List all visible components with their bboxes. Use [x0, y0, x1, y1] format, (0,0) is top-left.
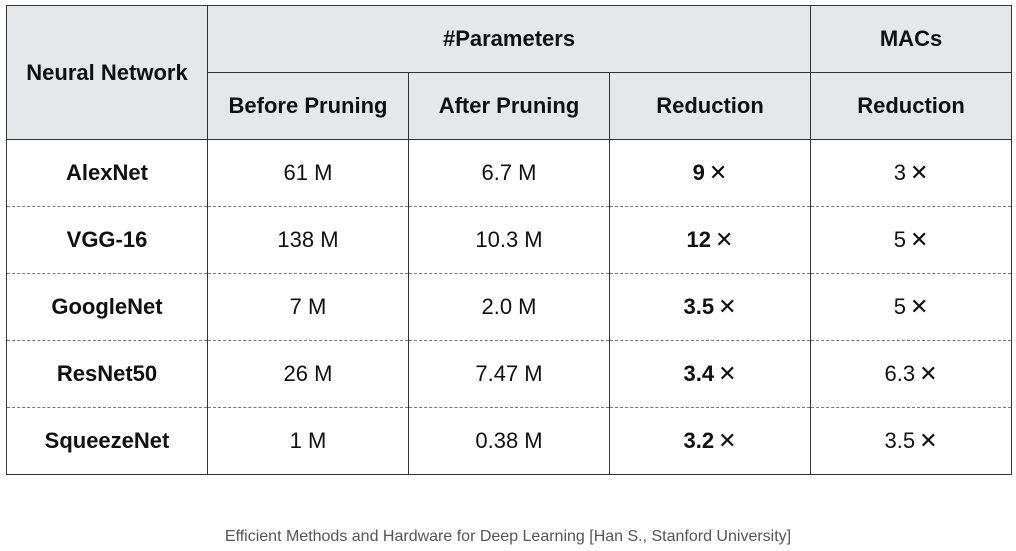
times-icon: ✕: [919, 428, 938, 453]
times-icon: ✕: [909, 227, 929, 252]
header-parameters-group: #Parameters: [206, 5, 812, 73]
before-pruning-value: 26 M: [207, 340, 409, 408]
times-icon: ✕: [708, 160, 728, 185]
header-row-top: Neural Network #Parameters MACs: [6, 5, 1013, 140]
before-pruning-value: 61 M: [207, 139, 409, 207]
pruning-results-table: Neural Network #Parameters MACs Before P…: [6, 5, 1013, 475]
header-param-reduction: Reduction: [608, 72, 812, 140]
macs-reduction-value: 5: [893, 227, 906, 252]
times-icon: ✕: [919, 361, 938, 386]
after-pruning-value: 0.38 M: [408, 407, 610, 475]
header-macs-reduction: Reduction: [810, 72, 1013, 140]
table-row: AlexNet 61 M 6.7 M 9 ✕ 3 ✕: [6, 139, 1013, 207]
table-row: ResNet50 26 M 7.47 M 3.4 ✕ 6.3 ✕: [6, 340, 1013, 408]
param-reduction-value: 3.4: [683, 361, 715, 386]
param-reduction-cell: 12 ✕: [608, 206, 812, 274]
macs-reduction-value: 3: [893, 160, 906, 185]
network-name: ResNet50: [6, 340, 208, 408]
macs-reduction-cell: 3 ✕: [810, 139, 1013, 207]
after-pruning-value: 7.47 M: [408, 340, 610, 408]
header-neural-network: Neural Network: [6, 5, 208, 140]
param-reduction-value: 9: [692, 160, 705, 185]
param-reduction-cell: 9 ✕: [608, 139, 812, 207]
times-icon: ✕: [909, 294, 929, 319]
times-icon: ✕: [718, 361, 737, 386]
table-row: VGG-16 138 M 10.3 M 12 ✕ 5 ✕: [6, 206, 1013, 274]
param-reduction-cell: 3.5 ✕: [608, 273, 812, 341]
param-reduction-value: 3.2: [683, 428, 715, 453]
times-icon: ✕: [909, 160, 929, 185]
macs-reduction-cell: 5 ✕: [810, 206, 1013, 274]
macs-reduction-cell: 3.5 ✕: [810, 407, 1013, 475]
times-icon: ✕: [715, 227, 734, 252]
before-pruning-value: 138 M: [207, 206, 409, 274]
table-body: AlexNet 61 M 6.7 M 9 ✕ 3 ✕ VGG-16 138 M 10…: [6, 139, 1013, 475]
citation-caption: Efficient Methods and Hardware for Deep …: [224, 528, 792, 545]
table-header: Neural Network #Parameters MACs Before P…: [6, 5, 1013, 140]
param-reduction-value: 12: [686, 227, 712, 252]
header-before-pruning: Before Pruning: [207, 72, 409, 140]
network-name: VGG-16: [6, 206, 208, 274]
param-reduction-value: 3.5: [683, 294, 715, 319]
header-row-bottom: Before Pruning After Pruning Reduction R…: [7, 72, 1013, 140]
param-reduction-cell: 3.4 ✕: [608, 340, 812, 408]
before-pruning-value: 1 M: [207, 407, 409, 475]
times-icon: ✕: [718, 294, 737, 319]
param-reduction-cell: 3.2 ✕: [608, 407, 812, 475]
times-icon: ✕: [718, 428, 737, 453]
before-pruning-value: 7 M: [207, 273, 409, 341]
header-macs-group: MACs: [810, 5, 1013, 73]
after-pruning-value: 10.3 M: [408, 206, 610, 274]
macs-reduction-value: 3.5: [884, 428, 916, 453]
macs-reduction-value: 6.3: [884, 361, 916, 386]
macs-reduction-value: 5: [893, 294, 906, 319]
macs-reduction-cell: 5 ✕: [810, 273, 1013, 341]
table-row: GoogleNet 7 M 2.0 M 3.5 ✕ 5 ✕: [6, 273, 1013, 341]
header-after-pruning: After Pruning: [408, 72, 610, 140]
macs-reduction-cell: 6.3 ✕: [810, 340, 1013, 408]
network-name: AlexNet: [6, 139, 208, 207]
after-pruning-value: 6.7 M: [408, 139, 610, 207]
network-name: SqueezeNet: [6, 407, 208, 475]
table-row: SqueezeNet 1 M 0.38 M 3.2 ✕ 3.5 ✕: [6, 407, 1013, 475]
network-name: GoogleNet: [6, 273, 208, 341]
after-pruning-value: 2.0 M: [408, 273, 610, 341]
